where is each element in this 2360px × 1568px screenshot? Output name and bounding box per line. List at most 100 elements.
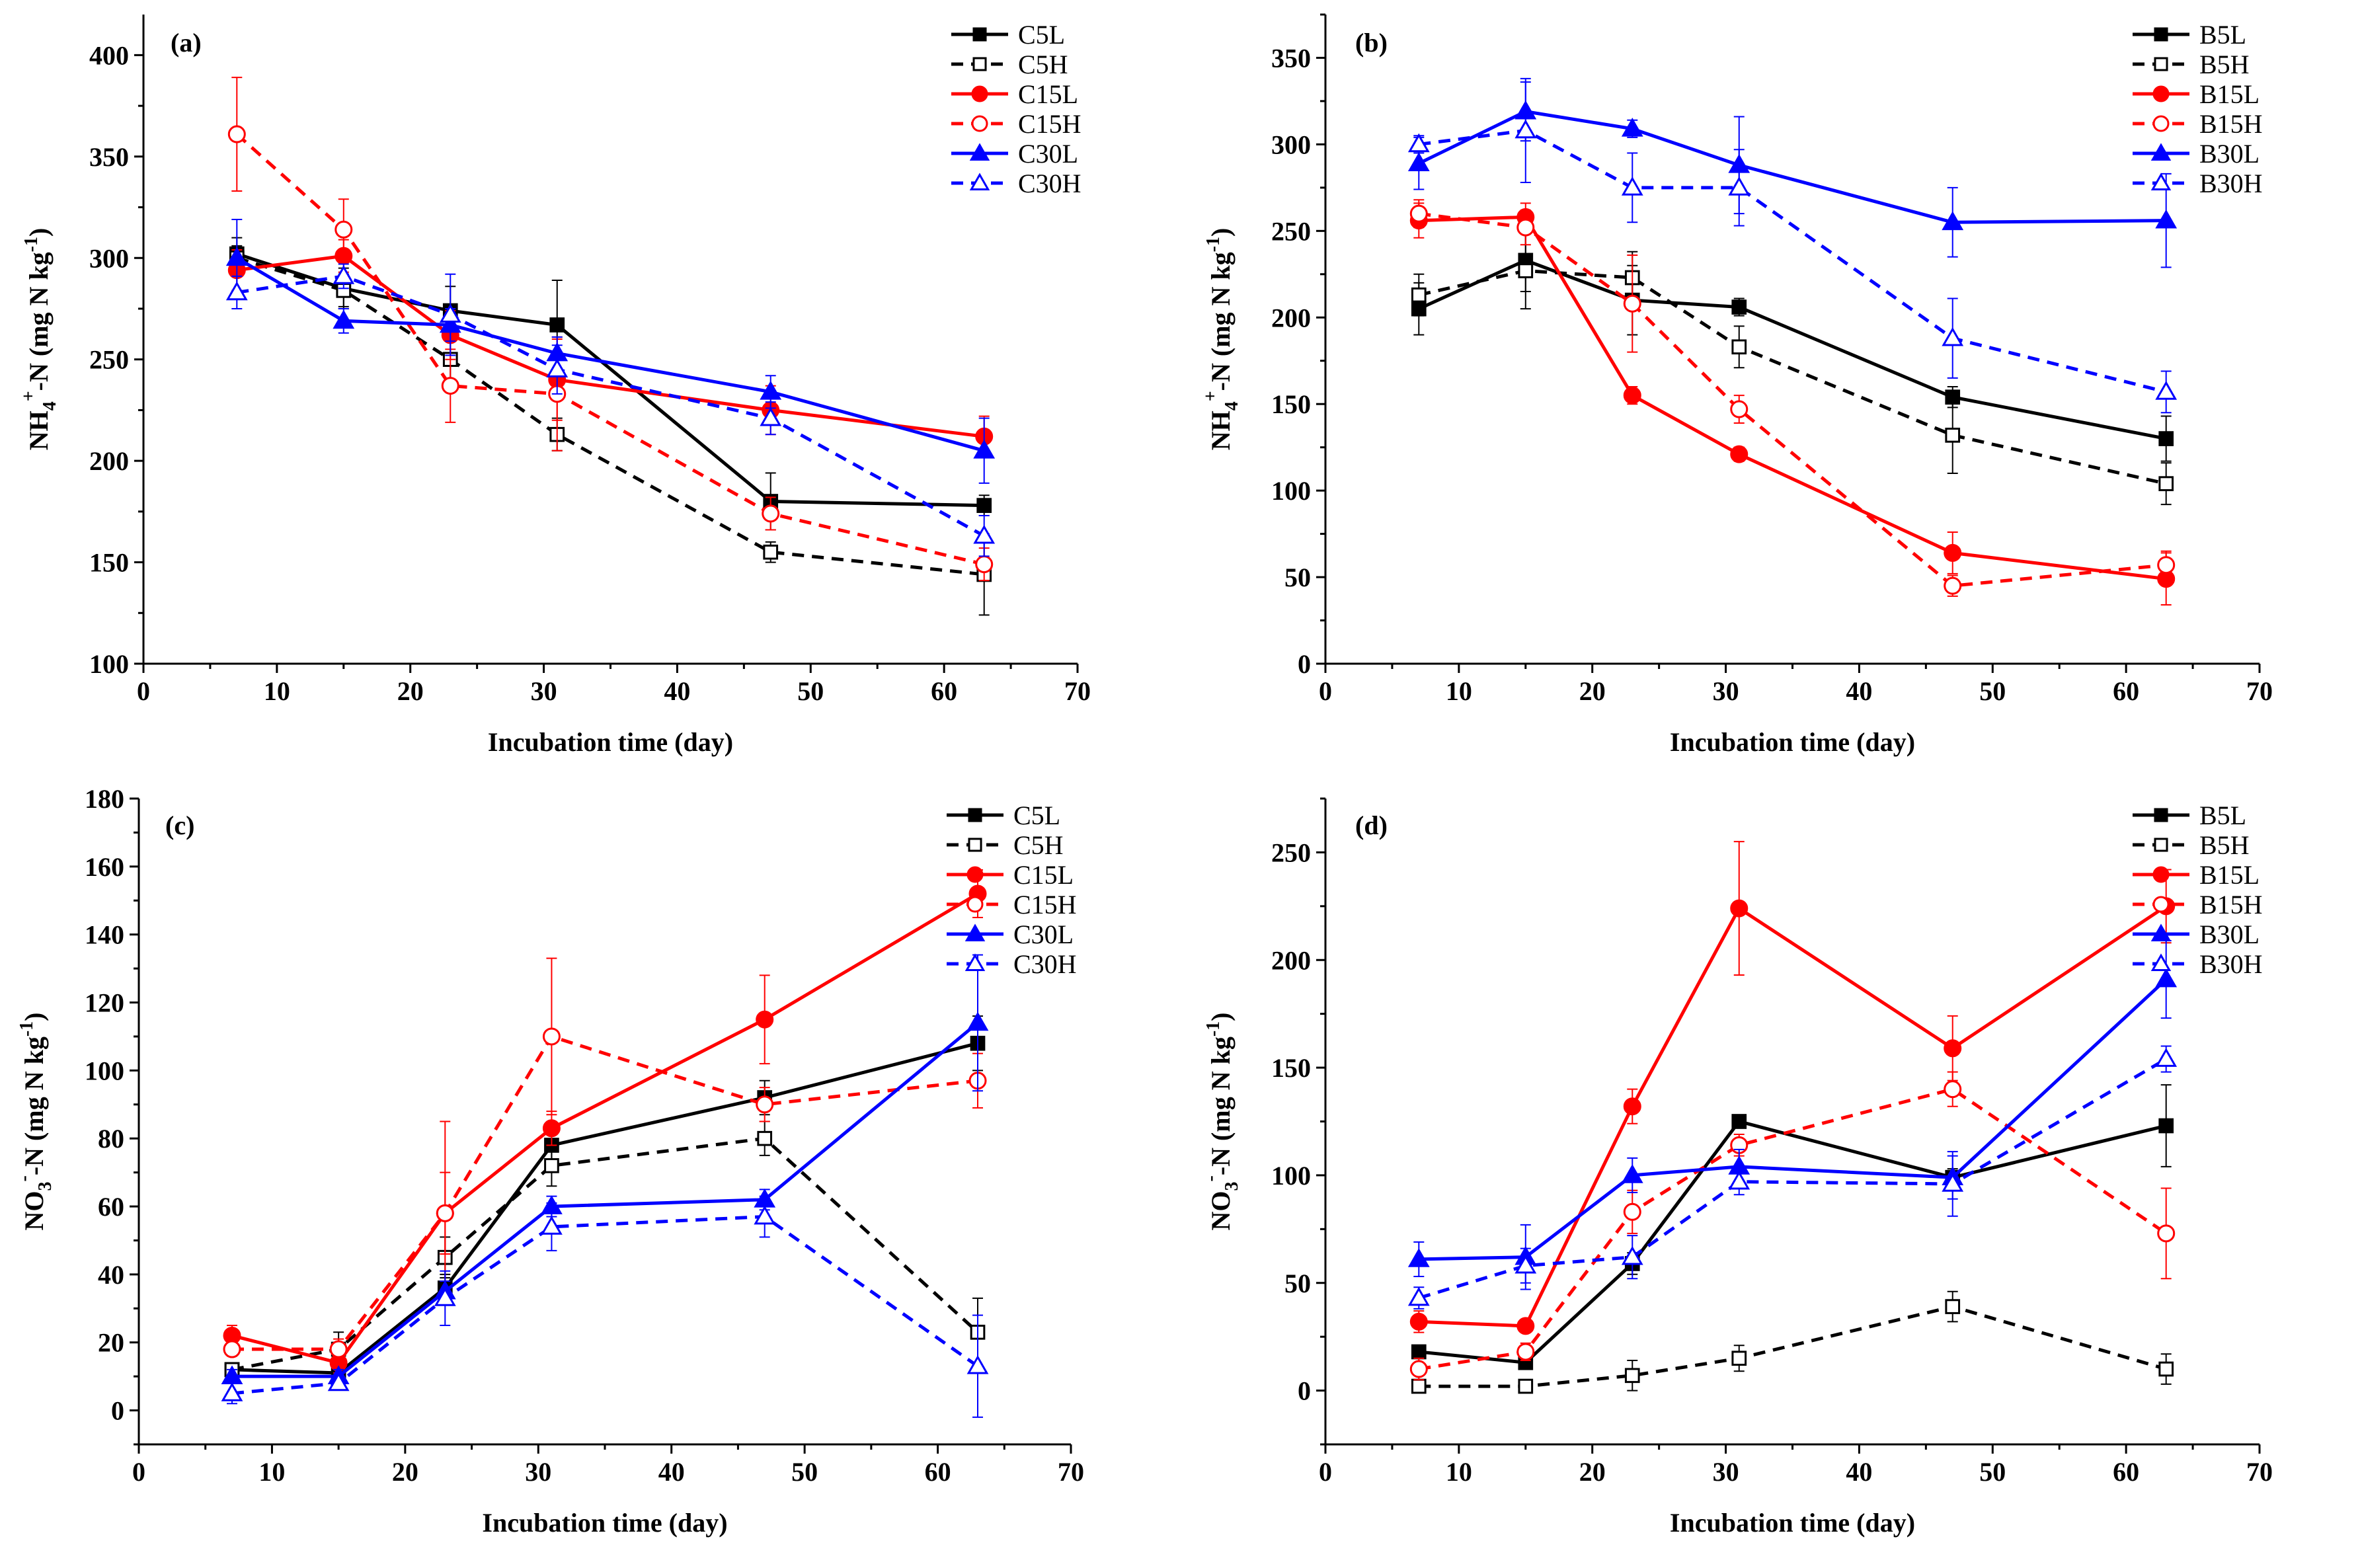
y-axis-title-part-2: -: [14, 1175, 34, 1181]
legend-label-c5h: C5H: [1018, 50, 1068, 79]
series-line-c5h: [236, 256, 984, 576]
legend-marker-b5l: [2154, 27, 2168, 42]
y-tick-label: 350: [89, 142, 129, 172]
legend-label-c15h: C15H: [1013, 890, 1077, 920]
y-axis-title: NO3--N (mg N kg-1): [1200, 1013, 1242, 1231]
y-tick-label: 200: [1271, 945, 1311, 975]
data-point-b5l: [1411, 1344, 1427, 1360]
series-line-b15h: [1418, 212, 2166, 588]
data-point-b15l: [1623, 386, 1641, 405]
series-c5l: [224, 1015, 986, 1384]
panel-b: 0 10 20 30 40 50 60 70 0 50 100 150 200 250 300 350 Incu…: [1200, 13, 2273, 757]
x-tick-label: 70: [1064, 676, 1091, 706]
legend-marker-c5l: [972, 27, 987, 42]
data-point-c15h: [542, 1027, 561, 1046]
legend-label-b30l: B30L: [2199, 139, 2260, 169]
y-axis-title-part-0: NH: [1206, 411, 1236, 450]
legend-marker-c30l: [964, 923, 986, 941]
series-b30l: [1407, 81, 2178, 268]
y-axis-title-part-0: NO: [1206, 1191, 1236, 1230]
series-c15l: [223, 869, 987, 1374]
y-tick-label: 150: [1271, 389, 1311, 419]
y-axis-title-part-1: 3: [1222, 1181, 1242, 1191]
data-point-b15h: [1409, 204, 1428, 223]
data-point-b5l: [2158, 431, 2174, 446]
data-point-b15l: [1730, 899, 1749, 918]
x-tick-label: 30: [1713, 676, 1739, 706]
data-point-c30h: [541, 1216, 563, 1235]
data-point-b5l: [1731, 1114, 1747, 1129]
x-tick-label: 40: [664, 676, 690, 706]
legend-marker-c5h: [968, 838, 982, 852]
y-axis-title: NO3--N (mg N kg-1): [14, 1013, 56, 1231]
legend-marker-b30h: [2150, 173, 2172, 190]
y-axis-title-part-1: 3: [35, 1181, 56, 1191]
legend-label-c30h: C30H: [1018, 169, 1082, 198]
data-point-b15h: [1944, 576, 1962, 595]
data-point-b30h: [1728, 176, 1750, 196]
legend-marker-b5h: [2154, 838, 2168, 852]
series-line-b15h: [1418, 1087, 2168, 1371]
data-point-b30l: [2155, 968, 2178, 988]
data-point-b30h: [1621, 1245, 1643, 1265]
y-axis-title-part-4: -1: [1203, 1021, 1224, 1037]
legend-marker-b15l: [2152, 866, 2170, 883]
data-point-c30h: [760, 407, 782, 426]
data-point-b15h: [1516, 218, 1535, 237]
y-tick-label: 20: [98, 1328, 124, 1358]
data-point-c5h: [757, 1130, 773, 1146]
data-point-c30h: [333, 265, 355, 284]
legend-marker-b30l: [2150, 923, 2172, 941]
data-point-c30l: [966, 1011, 989, 1031]
legend-label-c15l: C15L: [1013, 860, 1074, 890]
data-point-b15l: [1409, 1312, 1428, 1331]
data-point-b15h: [1409, 1360, 1428, 1378]
data-point-c30h: [327, 1372, 350, 1392]
data-point-b5h: [1518, 1378, 1534, 1394]
data-point-b15l: [1944, 1039, 1962, 1058]
series-line-c5l: [231, 1041, 978, 1375]
data-point-b5h: [2158, 476, 2174, 491]
data-point-c30l: [760, 380, 782, 400]
panel-c: 0 10 20 30 40 50 60 70 0 20 40 60 80 100 120 140 160 180 I…: [14, 784, 1084, 1538]
y-tick-label: 350: [1271, 43, 1311, 73]
x-axis-title: Incubation time (day): [1670, 1508, 1915, 1538]
legend-marker-c30h: [964, 953, 986, 971]
series-b5h: [1411, 1290, 2174, 1394]
data-point-b15h: [2157, 1224, 2176, 1243]
series-c5h: [229, 245, 992, 616]
data-point-c15h: [436, 1204, 454, 1222]
data-point-b15h: [1623, 1202, 1641, 1221]
legend-label-b30l: B30L: [2199, 920, 2260, 949]
data-point-b30l: [1942, 211, 1964, 231]
series-line-c15l: [231, 892, 979, 1365]
data-point-c15h: [756, 1095, 774, 1114]
data-point-c30h: [546, 358, 569, 377]
data-point-b15h: [2157, 556, 2176, 574]
y-tick-label: 40: [98, 1260, 124, 1290]
y-axis-title: NH4+-N (mg N kg-1): [1200, 228, 1242, 451]
x-tick-label: 10: [1446, 1457, 1472, 1487]
series-line-c5l: [236, 252, 984, 508]
data-point-b15l: [1730, 445, 1749, 463]
y-axis-title-part-2: +: [1200, 391, 1221, 401]
series-c30l: [225, 218, 996, 484]
data-point-c30l: [973, 439, 996, 459]
legend-label-c30l: C30L: [1018, 139, 1078, 169]
series-line-b5h: [1418, 269, 2167, 486]
data-point-b30h: [1514, 1254, 1537, 1274]
data-point-b30l: [1621, 1164, 1643, 1183]
x-tick-label: 40: [658, 1457, 685, 1487]
data-point-b15h: [1516, 1343, 1535, 1361]
series-line-c30h: [236, 274, 985, 537]
y-axis-title-part-3: -N (mg N kg: [24, 252, 54, 391]
legend-marker-b15h: [2152, 115, 2170, 132]
y-tick-label: 100: [1271, 1161, 1311, 1191]
series-c5h: [224, 1120, 986, 1378]
x-axis-title: Incubation time (day): [482, 1508, 727, 1538]
series-line-c5h: [231, 1136, 979, 1372]
data-point-c30l: [225, 247, 248, 266]
